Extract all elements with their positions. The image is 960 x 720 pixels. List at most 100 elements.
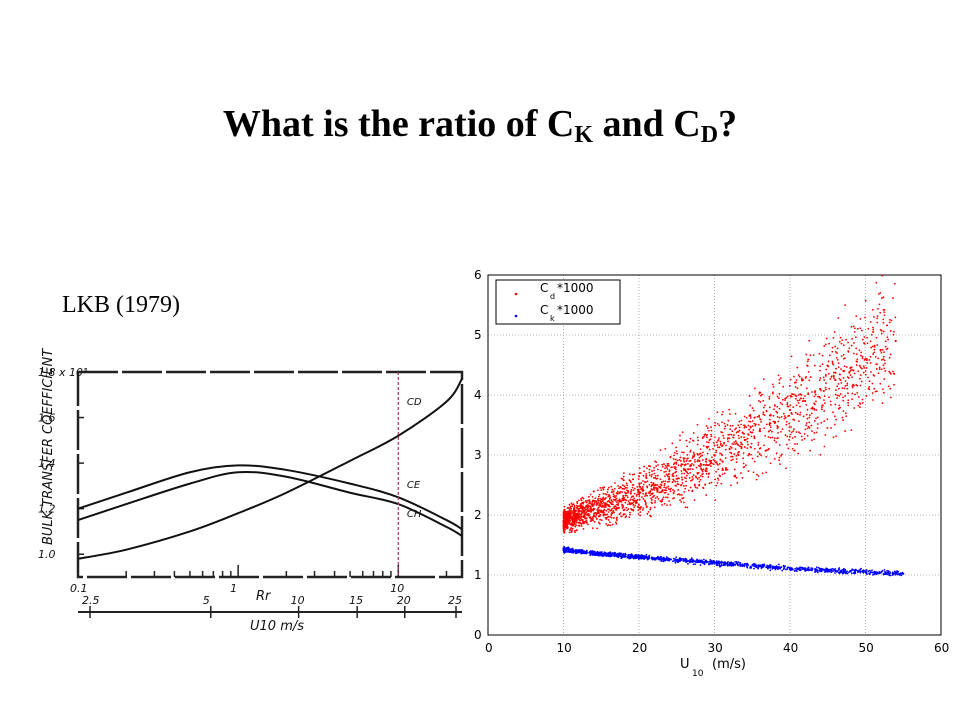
scatter-point-cd [606,513,609,516]
scatter-point-cd [650,485,653,488]
scatter-point-ck [769,563,772,566]
scatter-point-cd [838,387,840,390]
scatter-point-cd [600,498,603,501]
scatter-point-cd [673,490,676,492]
scatter-point-cd [680,501,683,503]
scatter-point-ck [886,573,889,576]
scatter-point-cd [589,493,592,496]
scatter-point-ck [678,559,680,562]
scatter-point-cd [815,417,817,420]
scatter-point-cd [591,501,594,504]
scatter-point-cd [668,478,670,481]
scatter-point-cd [676,452,679,455]
scatter-point-ck [896,573,899,576]
scatter-point-cd [850,366,853,369]
lkb-ylabel: BULK TRANSFER COEFFICIENT [41,348,56,545]
scatter-point-cd [762,399,765,402]
scatter-point-cd [740,441,742,444]
scatter-point-cd [611,491,613,494]
legend-label-cd-sub: d [550,292,555,301]
scatter-point-cd [779,402,782,404]
scatter-point-cd [728,437,731,440]
lkb-secondary-tick-label: 10 [291,594,305,607]
scatter-point-cd [859,377,861,380]
scatter-point-cd [617,502,620,504]
scatter-point-cd [819,365,821,368]
scatter-point-ck [708,560,711,563]
scatter-point-cd [644,476,647,479]
scatter-point-ck [570,550,573,553]
scatter-point-cd [570,527,573,529]
scatter-point-cd [824,386,827,389]
scatter-point-cd [861,398,864,401]
scatter-point-cd [823,345,826,347]
scatter-point-cd [597,501,600,504]
scatter-point-ck [574,552,577,555]
scatter-point-cd [571,530,573,533]
scatter-point-cd [565,517,567,520]
scatter-point-cd [796,399,799,402]
scatter-point-cd [729,428,732,431]
scatter-point-cd [664,464,667,467]
scatter-point-cd [873,351,876,354]
scatter-point-ck [840,569,843,572]
scatter-point-cd [615,519,618,522]
scatter-point-cd [816,423,819,425]
scatter-point-cd [834,378,837,382]
scatter-point-cd [642,507,645,509]
scatter-point-cd [815,409,818,411]
scatter-point-cd [759,401,762,403]
scatter-point-cd [597,495,600,498]
scatter-point-cd [799,432,802,435]
scatter-point-ck [801,567,804,570]
scatter-point-cd [599,518,601,521]
scatter-point-ck [566,551,569,553]
scatter-point-ck [640,554,643,556]
scatter-point-cd [769,426,772,429]
scatter-point-cd [851,385,854,388]
scatter-point-cd [678,477,680,480]
scatter-point-cd [850,325,853,328]
scatter-point-ck [757,564,760,567]
scatter-point-cd [742,452,745,454]
scatter-point-cd [779,377,782,380]
scatter-point-cd [704,460,707,463]
scatter-point-cd [841,416,844,419]
scatter-point-cd [671,442,674,445]
scatter-point-cd [600,511,603,514]
scatter-point-cd [788,422,791,425]
scatter-point-cd [785,396,788,399]
scatter-point-cd [762,413,765,416]
scatter-x-tick-label: 50 [859,641,874,655]
scatter-point-cd [884,362,886,365]
scatter-point-cd [754,424,757,427]
scatter-point-cd [721,473,724,476]
scatter-point-cd [722,461,724,463]
scatter-point-cd [658,491,661,494]
scatter-point-cd [622,494,625,497]
scatter-point-cd [886,347,889,350]
scatter-point-ck [795,567,798,569]
scatter-point-cd [622,472,625,474]
scatter-point-cd [716,444,719,446]
scatter-point-cd [871,392,874,394]
scatter-point-cd [720,431,722,433]
scatter-point-ck [574,549,577,551]
scatter-point-cd [681,431,684,434]
scatter-point-cd [692,455,695,458]
scatter-point-cd [622,513,625,515]
scatter-point-cd [851,392,854,395]
scatter-point-cd [803,433,806,435]
scatter-point-cd [834,389,837,391]
scatter-point-cd [778,456,781,459]
scatter-point-cd [619,491,622,493]
scatter-point-cd [878,368,881,370]
scatter-point-cd [569,523,572,526]
scatter-point-cd [663,482,666,485]
scatter-point-cd [682,467,685,470]
scatter-point-cd [826,418,829,421]
scatter-point-cd [811,406,814,409]
scatter-point-ck [614,555,617,557]
scatter-point-ck [872,571,875,574]
scatter-point-cd [721,413,723,416]
